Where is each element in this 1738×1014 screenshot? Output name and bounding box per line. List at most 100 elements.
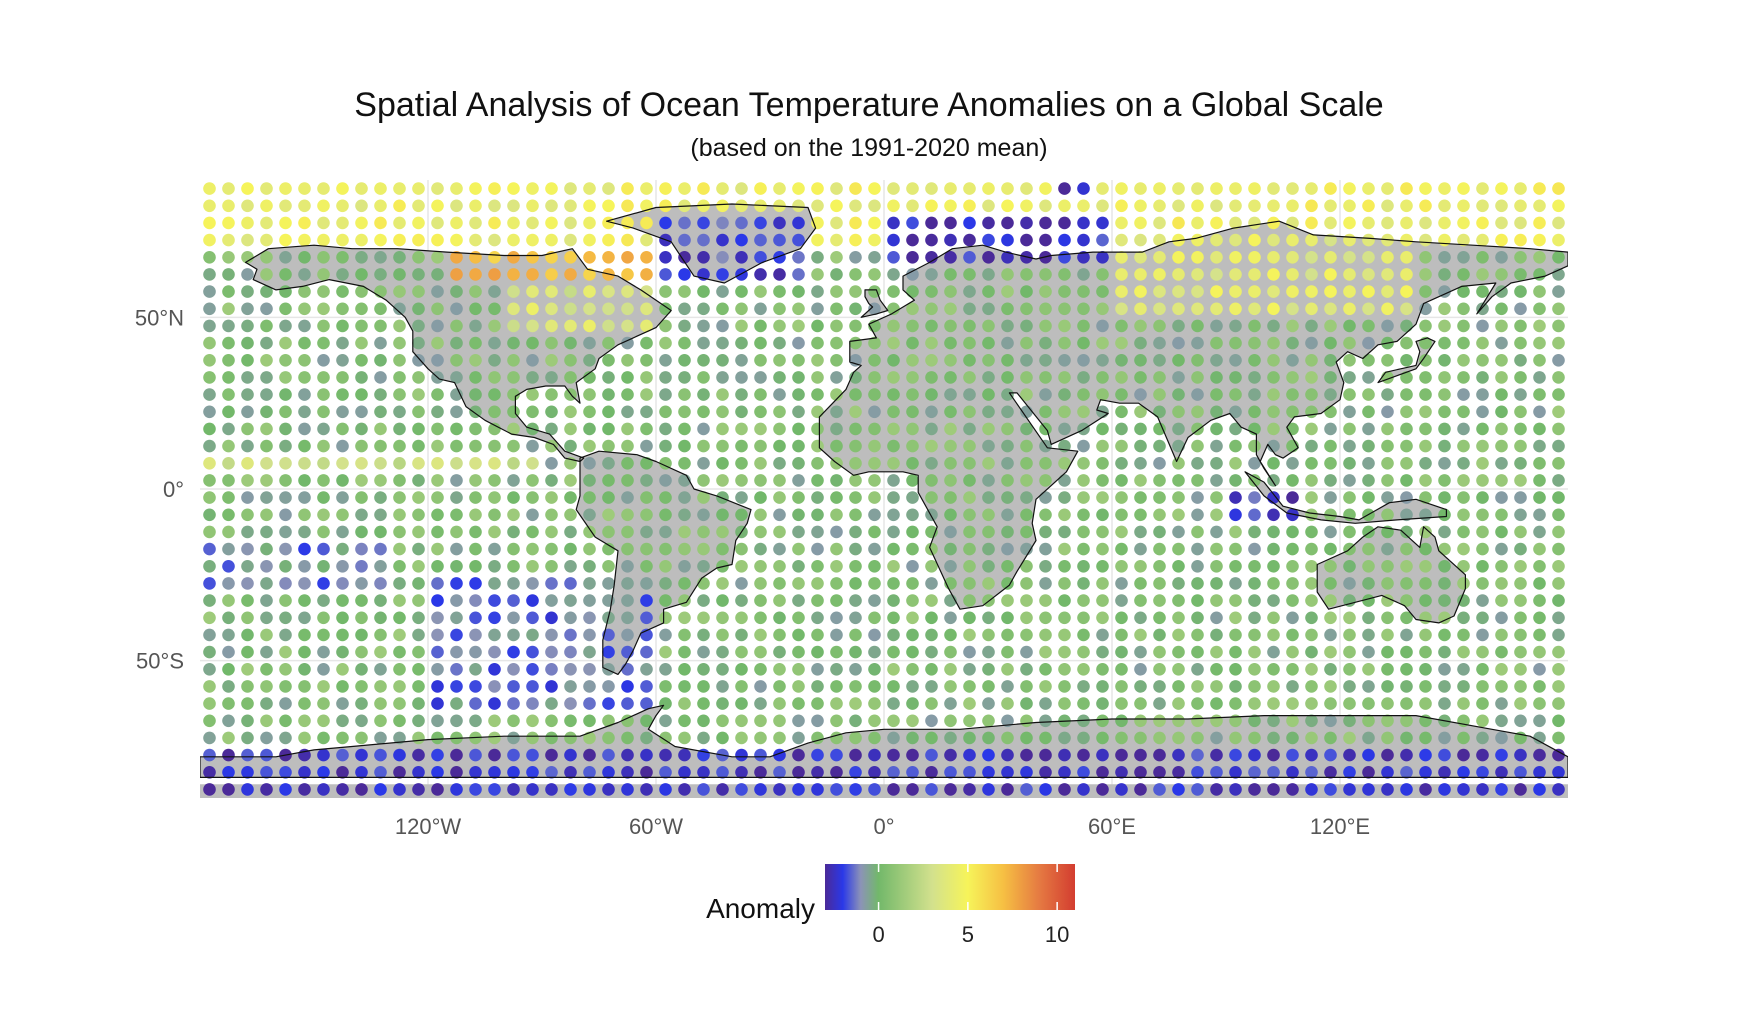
anomaly-dot: [1210, 628, 1223, 642]
land-japan: [1378, 337, 1435, 383]
anomaly-dot: [1077, 302, 1090, 316]
anomaly-dot: [1286, 508, 1299, 522]
anomaly-dot: [374, 748, 387, 762]
anomaly-dot: [583, 422, 596, 436]
anomaly-dot: [1457, 182, 1470, 195]
anomaly-dot: [925, 216, 938, 230]
anomaly-dot: [1324, 336, 1337, 350]
anomaly-dot: [1191, 491, 1204, 504]
anomaly-dot: [1172, 216, 1185, 230]
anomaly-dot: [412, 388, 425, 401]
anomaly-dot: [260, 336, 273, 350]
anomaly-dot: [1229, 302, 1242, 316]
anomaly-dot: [1381, 680, 1394, 693]
anomaly-dot: [279, 697, 292, 710]
anomaly-dot: [469, 491, 482, 504]
anomaly-dot: [1552, 422, 1565, 436]
anomaly-dot: [963, 714, 976, 728]
anomaly-dot: [1267, 422, 1280, 436]
anomaly-dot: [1495, 594, 1508, 607]
anomaly-dot: [621, 628, 634, 642]
anomaly-dot: [374, 783, 387, 796]
anomaly-dot: [1248, 336, 1261, 350]
anomaly-dot: [1001, 336, 1014, 350]
anomaly-dot: [1153, 422, 1166, 436]
anomaly-dot: [697, 645, 710, 659]
anomaly-dot: [1514, 199, 1527, 213]
anomaly-dot: [488, 268, 501, 281]
anomaly-dot: [1020, 371, 1033, 384]
anomaly-dot: [1552, 542, 1565, 556]
anomaly-dot: [792, 594, 805, 607]
anomaly-dot: [222, 542, 235, 556]
land-antarctica-base: [200, 784, 1568, 798]
anomaly-dot: [1400, 319, 1413, 333]
anomaly-dot: [1229, 766, 1242, 779]
anomaly-dot: [1286, 457, 1299, 470]
anomaly-dot: [1457, 285, 1470, 298]
anomaly-dot: [583, 491, 596, 504]
anomaly-dot: [716, 731, 729, 745]
anomaly-dot: [621, 302, 634, 316]
anomaly-dot: [602, 182, 615, 195]
anomaly-dot: [1210, 354, 1223, 367]
anomaly-dot: [811, 233, 824, 247]
anomaly-dot: [925, 611, 938, 625]
anomaly-dot: [659, 405, 672, 419]
anomaly-dot: [488, 457, 501, 470]
anomaly-dot: [317, 319, 330, 333]
anomaly-dot: [564, 319, 577, 333]
anomaly-dot: [1381, 405, 1394, 419]
anomaly-dot: [298, 182, 311, 195]
anomaly-dot: [241, 233, 254, 247]
anomaly-dot: [526, 508, 539, 522]
anomaly-dot: [1438, 336, 1451, 350]
anomaly-dot: [222, 628, 235, 642]
anomaly-dot: [1552, 457, 1565, 470]
anomaly-dot: [431, 354, 444, 367]
anomaly-dot: [1191, 405, 1204, 419]
anomaly-dot: [298, 628, 311, 642]
anomaly-dot: [450, 474, 463, 487]
anomaly-dot: [1134, 680, 1147, 693]
anomaly-dot: [1495, 577, 1508, 590]
anomaly-dot: [887, 388, 900, 401]
anomaly-dot: [1552, 560, 1565, 573]
anomaly-dot: [754, 714, 767, 728]
anomaly-dot: [260, 285, 273, 298]
anomaly-dot: [1533, 680, 1546, 693]
anomaly-dot: [1438, 697, 1451, 710]
anomaly-dot: [1457, 508, 1470, 522]
anomaly-dot: [1115, 783, 1128, 796]
anomaly-dot: [1001, 628, 1014, 642]
anomaly-dot: [1495, 285, 1508, 298]
anomaly-dot: [621, 783, 634, 796]
anomaly-dot: [944, 388, 957, 401]
anomaly-dot: [1134, 748, 1147, 762]
anomaly-dot: [393, 491, 406, 504]
anomaly-dot: [1267, 182, 1280, 195]
anomaly-dot: [640, 525, 653, 539]
anomaly-dot: [203, 577, 216, 590]
anomaly-dot: [374, 268, 387, 281]
anomaly-dot: [317, 268, 330, 281]
anomaly-dot: [868, 714, 881, 728]
anomaly-dot: [469, 628, 482, 642]
anomaly-dot: [735, 250, 748, 264]
anomaly-dot: [298, 319, 311, 333]
anomaly-dot: [754, 525, 767, 539]
anomaly-dot: [1305, 542, 1318, 556]
anomaly-dot: [1172, 474, 1185, 487]
anomaly-dot: [298, 663, 311, 676]
anomaly-dot: [830, 525, 843, 539]
anomaly-dot: [1267, 714, 1280, 728]
anomaly-dot: [944, 268, 957, 281]
anomaly-dot: [1381, 216, 1394, 230]
anomaly-dot: [678, 216, 691, 230]
anomaly-dot: [735, 388, 748, 401]
anomaly-dot: [716, 199, 729, 213]
anomaly-dot: [1343, 268, 1356, 281]
anomaly-dot: [1324, 714, 1337, 728]
anomaly-dot: [1419, 663, 1432, 676]
anomaly-dot: [811, 525, 824, 539]
